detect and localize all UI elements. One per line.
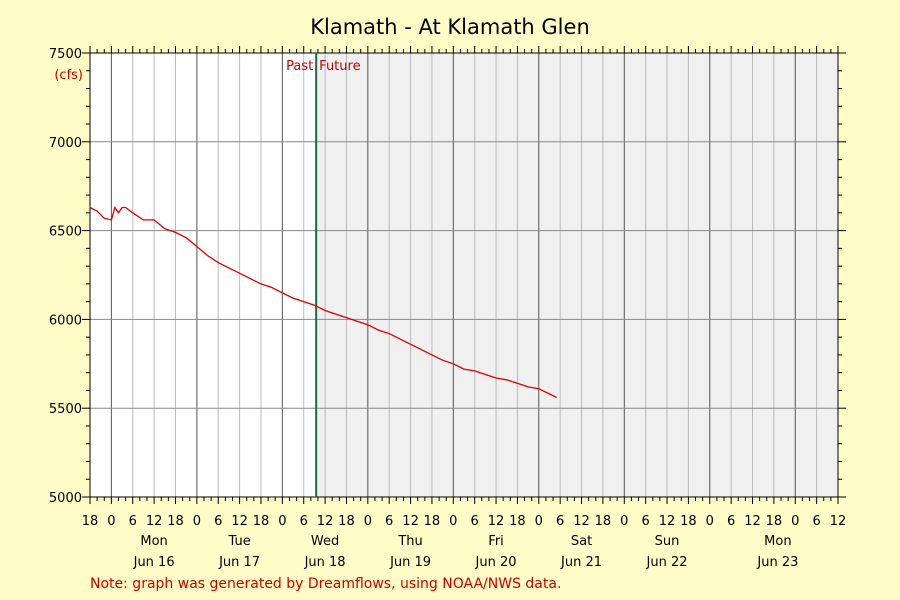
x-day-date-label: Jun 20 <box>475 555 517 570</box>
x-hour-label: 6 <box>300 514 308 529</box>
y-tick-label: 7500 <box>49 47 82 62</box>
x-day-date-label: Jun 19 <box>389 555 431 570</box>
x-day-date-label: Jun 21 <box>560 555 602 570</box>
x-hour-label: 6 <box>129 514 137 529</box>
flow-series-line <box>89 205 557 399</box>
x-hour-label: 0 <box>620 514 628 529</box>
x-hour-label: 12 <box>830 514 847 529</box>
x-day-date-label: Jun 18 <box>304 555 346 570</box>
x-hour-label: 6 <box>471 514 479 529</box>
x-hour-label: 0 <box>107 514 115 529</box>
chart-title: Klamath - At Klamath Glen <box>310 15 590 39</box>
x-hour-label: 0 <box>278 514 286 529</box>
x-hour-label: 12 <box>659 514 676 529</box>
x-hour-label: 0 <box>791 514 799 529</box>
x-hour-label: 18 <box>509 514 526 529</box>
x-day-name-label: Mon <box>140 534 167 549</box>
x-day-name-label: Tue <box>227 534 250 549</box>
x-hour-label: 18 <box>680 514 697 529</box>
x-hour-label: 18 <box>338 514 355 529</box>
y-tick-label: 6500 <box>49 225 82 240</box>
x-day-name-label: Wed <box>311 534 339 549</box>
x-day-date-label: Jun 16 <box>133 555 175 570</box>
x-hour-label: 6 <box>214 514 222 529</box>
x-day-date-label: Jun 17 <box>218 555 260 570</box>
x-hour-label: 12 <box>146 514 163 529</box>
x-hour-label: 6 <box>727 514 735 529</box>
future-region <box>316 53 839 497</box>
past-label: Past <box>286 59 313 74</box>
x-hour-label: 12 <box>231 514 248 529</box>
x-day-date-label: Jun 22 <box>646 555 688 570</box>
x-hour-label: 12 <box>317 514 334 529</box>
x-hour-label: 0 <box>364 514 372 529</box>
y-tick-label: 5500 <box>49 402 82 417</box>
y-tick-label: 7000 <box>49 136 82 151</box>
x-hour-label: 0 <box>193 514 201 529</box>
x-hour-label: 0 <box>706 514 714 529</box>
x-hour-label: 0 <box>535 514 543 529</box>
x-hour-label: 18 <box>424 514 441 529</box>
source-note: Note: graph was generated by Dreamflows,… <box>90 576 561 592</box>
x-hour-label: 0 <box>449 514 457 529</box>
x-hour-label: 18 <box>595 514 612 529</box>
y-tick-label: 5000 <box>49 491 82 506</box>
x-day-name-label: Sat <box>571 534 592 549</box>
x-day-name-label: Sun <box>655 534 680 549</box>
y-axis-unit-label: (cfs) <box>54 68 83 83</box>
x-hour-label: 12 <box>488 514 505 529</box>
x-hour-label: 12 <box>573 514 590 529</box>
x-hour-label: 6 <box>812 514 820 529</box>
future-label: Future <box>319 59 360 74</box>
x-hour-label: 12 <box>744 514 761 529</box>
x-day-name-label: Fri <box>488 534 504 549</box>
x-day-date-label: Jun 23 <box>756 555 798 570</box>
x-hour-label: 6 <box>642 514 650 529</box>
plot-border <box>89 52 839 498</box>
y-tick-label: 6000 <box>49 313 82 328</box>
x-hour-label: 6 <box>556 514 564 529</box>
x-hour-label: 18 <box>82 514 99 529</box>
x-day-name-label: Mon <box>764 534 791 549</box>
x-hour-label: 18 <box>766 514 783 529</box>
x-hour-label: 18 <box>253 514 270 529</box>
x-hour-label: 6 <box>385 514 393 529</box>
x-day-name-label: Thu <box>397 534 422 549</box>
x-hour-label: 18 <box>167 514 184 529</box>
x-hour-label: 12 <box>402 514 419 529</box>
